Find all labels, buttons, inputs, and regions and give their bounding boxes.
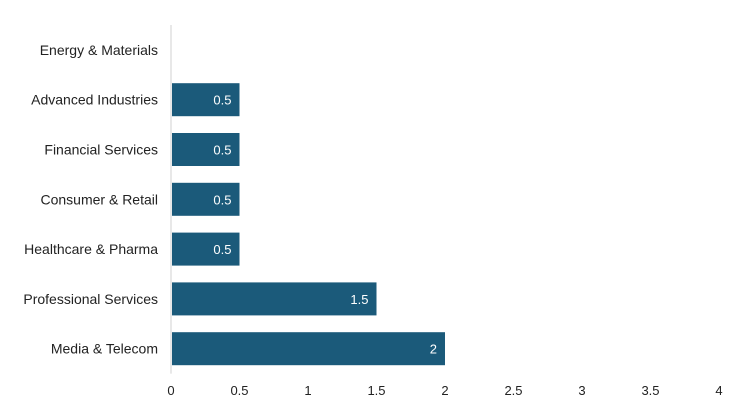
x-axis-tick-labels: 0 0.5 1 1.5 2 2.5 3 3.5 4 <box>167 383 722 398</box>
category-labels: Energy & Materials Advanced Industries Fin… <box>23 42 158 357</box>
x-tick-label: 1.5 <box>367 383 385 398</box>
data-label: 1.5 <box>350 292 368 307</box>
data-labels: 0.5 0.5 0.5 0.5 1.5 2 <box>213 93 437 357</box>
data-label: 0.5 <box>213 93 231 108</box>
category-label: Financial Services <box>44 142 158 158</box>
x-tick-label: 1 <box>304 383 311 398</box>
bar <box>172 282 377 316</box>
category-label: Consumer & Retail <box>41 191 159 207</box>
bar <box>172 332 445 366</box>
bar <box>172 83 240 117</box>
x-tick-label: 0.5 <box>230 383 248 398</box>
x-tick-label: 4 <box>715 383 722 398</box>
bars-group <box>172 83 445 366</box>
bar <box>172 182 240 216</box>
category-label: Professional Services <box>23 291 158 307</box>
category-label: Advanced Industries <box>31 92 158 108</box>
x-tick-label: 2 <box>441 383 448 398</box>
data-label: 0.5 <box>213 192 231 207</box>
bar <box>172 133 240 166</box>
data-label: 2 <box>430 342 437 357</box>
category-label: Healthcare & Pharma <box>24 241 158 257</box>
data-label: 0.5 <box>213 242 231 257</box>
x-tick-label: 2.5 <box>504 383 522 398</box>
x-tick-label: 3 <box>578 383 585 398</box>
x-tick-label: 3.5 <box>641 383 659 398</box>
category-label: Media & Telecom <box>51 341 158 357</box>
data-label: 0.5 <box>213 143 231 158</box>
category-label: Energy & Materials <box>40 42 158 58</box>
x-tick-label: 0 <box>167 383 174 398</box>
bar <box>172 232 240 266</box>
